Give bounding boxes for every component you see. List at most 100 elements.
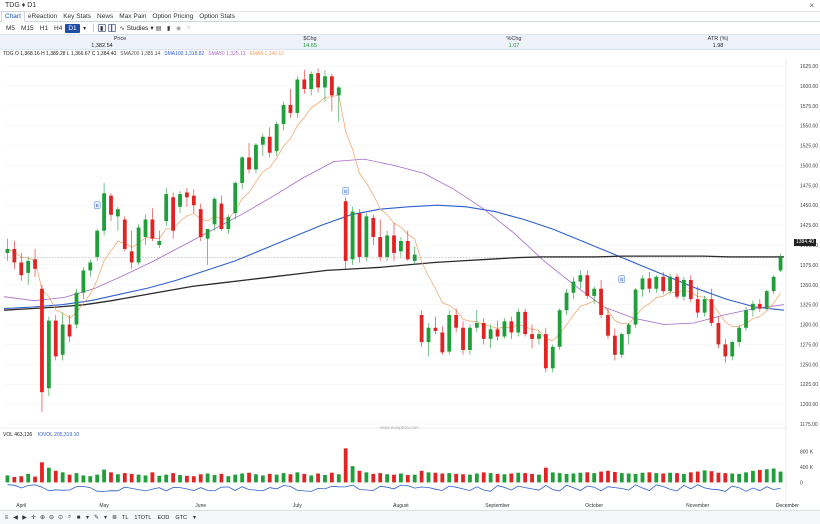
volume-bar [509, 473, 514, 483]
timeframe-h4[interactable]: H4 [54, 24, 63, 32]
volume-bar [260, 475, 265, 483]
candle-body [53, 320, 58, 357]
total-button[interactable]: 1TOTL [134, 514, 152, 521]
volume-bar [682, 473, 686, 483]
candle-body [109, 195, 113, 215]
price-chart[interactable]: 1175.00 1200.00 1225.00 1250.00 1275.00 1300.… [0, 58, 820, 510]
volume-tick-label: 0 [800, 480, 803, 486]
volume-bar [709, 471, 714, 483]
event-marker [342, 187, 349, 195]
volume-bar [516, 472, 521, 483]
volume-bar [274, 474, 279, 483]
candle-body [191, 195, 196, 206]
candle-body [185, 192, 189, 198]
price-tick-label: 1575.00 [800, 104, 818, 110]
candle-body [440, 332, 445, 353]
studies-button[interactable]: ∿ Studies ▾ [120, 24, 154, 33]
eod-button[interactable]: EOD [157, 514, 170, 521]
timeframe-m15[interactable]: M15 [21, 24, 34, 32]
tab-ereaction[interactable]: eReaction [27, 13, 58, 20]
window-title: TDG ♦ D1 [5, 2, 37, 9]
trendline-button[interactable]: TL [122, 514, 129, 521]
candle-body [564, 292, 569, 311]
price-tick-label: 1425.00 [800, 223, 818, 229]
zoom-in-icon[interactable]: ⊕ [39, 515, 46, 521]
candle-body [260, 136, 265, 145]
hamburger-icon[interactable]: ≡ [4, 514, 9, 521]
candle-body [178, 194, 182, 207]
tab-chart[interactable]: Chart [1, 11, 25, 22]
settings-icon[interactable]: ○ [186, 25, 191, 31]
volume-bar [474, 473, 479, 483]
tab-news[interactable]: News [97, 13, 114, 20]
crosshair-icon[interactable]: ✛ [30, 515, 37, 521]
timeframe-m5[interactable]: M5 [6, 24, 16, 32]
tab-option-pricing[interactable]: Option Pricing [152, 13, 194, 20]
volume-bar [164, 474, 169, 483]
last-price-tag: 1384.40 [794, 239, 817, 246]
candle-body [212, 198, 217, 225]
volume-bar [392, 474, 396, 483]
ema8-legend: EMA8 1,346.12 [249, 51, 285, 57]
candle-body [274, 124, 279, 152]
scroll-right-icon[interactable]: ▶ [22, 515, 27, 521]
timeframe-d1[interactable]: D1 [65, 23, 80, 33]
candle-body [19, 262, 24, 276]
candle-body [695, 299, 700, 313]
candle-body [778, 257, 783, 271]
bar-type-icon[interactable]: ┃ [107, 24, 116, 32]
tab-key-stats[interactable]: Key Stats [63, 13, 92, 20]
close-icon[interactable]: × [809, 1, 814, 10]
volume-bar [633, 473, 638, 483]
fibonacci-icon[interactable]: ≣ [111, 515, 118, 521]
volume-bar [309, 475, 314, 483]
volume-bar [157, 475, 162, 483]
volume-bar [661, 473, 666, 483]
volume-bar [129, 473, 134, 483]
ohlc-readout: TDG O 1,368.16 H 1,389.28 L 1,366.67 C 1… [3, 51, 117, 57]
volume-bar [343, 448, 348, 483]
atr-label: ATR (%) [707, 36, 729, 42]
layout-icon[interactable]: ▤ [155, 25, 162, 32]
chevron-down-icon[interactable]: ▾ [85, 515, 89, 521]
zoom-fit-icon[interactable]: ⊙ [57, 515, 64, 521]
volume-bar [33, 476, 37, 483]
sma100-line [3, 204, 785, 311]
chg-value: 14.65 [303, 43, 317, 49]
chevron-down-icon[interactable]: ▾ [103, 515, 107, 521]
time-axis-label: April [16, 503, 26, 509]
tab-option-stats[interactable]: Option Stats [199, 13, 235, 20]
timeframe-h1[interactable]: H1 [39, 24, 48, 32]
candle-type-icon[interactable]: ▮ [97, 24, 106, 32]
chevron-down-icon[interactable]: ▾ [83, 25, 87, 32]
price-tick-label: 1300.00 [800, 323, 818, 329]
tab-max-pain[interactable]: Max Pain [119, 13, 147, 20]
gtc-button[interactable]: GTC [175, 514, 187, 521]
volume-bar [26, 473, 31, 483]
candle-body [461, 327, 465, 351]
magnifier-icon[interactable]: ⌕ [67, 514, 72, 520]
scroll-left-icon[interactable]: ◀ [13, 515, 18, 521]
candle-body [543, 334, 548, 369]
price-tick-label: 1600.00 [800, 84, 818, 90]
volume-bar [226, 476, 231, 483]
volume-bar [267, 473, 272, 483]
volume-bar [136, 474, 141, 483]
volume-bar [233, 474, 238, 483]
zoom-out-icon[interactable]: ⊖ [48, 515, 55, 521]
chart-toolbar: M5 M15 H1 H4 D1 ▾ ▮ ┃ ∿ Studies ▾ ▤ ▮ ◉ … [0, 22, 820, 34]
rectangle-icon[interactable]: ■ [76, 514, 81, 521]
volume-bar [647, 472, 652, 483]
candle-body [240, 157, 245, 183]
eye-icon[interactable]: ◉ [175, 25, 182, 32]
ema8-line [7, 94, 781, 341]
chevron-down-icon[interactable]: ▾ [192, 515, 196, 521]
volume-bar [212, 475, 217, 483]
candle-body [502, 321, 507, 337]
volume-bar [399, 473, 403, 483]
volume-bar [426, 472, 431, 483]
candle-body [647, 278, 652, 289]
bookmark-icon[interactable]: ▮ [166, 25, 171, 32]
pencil-icon[interactable]: ✎ [93, 515, 100, 521]
candle-body [612, 335, 617, 355]
